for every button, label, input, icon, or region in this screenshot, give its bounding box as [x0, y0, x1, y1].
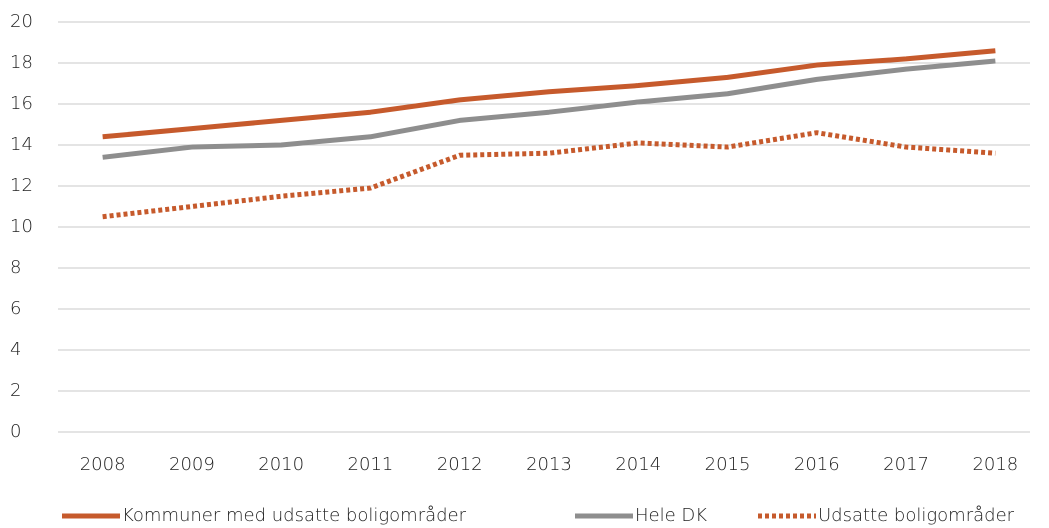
y-tick-label: 14: [10, 134, 33, 155]
series-line: [102, 48, 996, 140]
series-line: [102, 130, 996, 220]
x-tick-label: 2018: [972, 454, 1018, 475]
y-tick-label: 10: [10, 216, 33, 237]
series-line: [102, 58, 996, 160]
x-tick-label: 2016: [794, 454, 840, 475]
y-tick-label: 2: [10, 380, 21, 401]
x-tick-label: 2014: [615, 454, 661, 475]
x-tick-label: 2011: [348, 454, 394, 475]
y-tick-label: 8: [10, 257, 21, 278]
x-tick-label: 2015: [705, 454, 751, 475]
y-tick-label: 20: [10, 11, 33, 32]
legend-label: Udsatte boligområder: [818, 505, 1015, 526]
legend-label: Hele DK: [635, 505, 707, 526]
y-tick-label: 6: [10, 298, 21, 319]
y-tick-label: 12: [10, 175, 33, 196]
y-tick-label: 18: [10, 52, 33, 73]
x-tick-label: 2013: [526, 454, 572, 475]
x-tick-label: 2008: [80, 454, 126, 475]
y-tick-label: 0: [10, 421, 21, 442]
x-tick-label: 2010: [258, 454, 304, 475]
x-tick-label: 2017: [883, 454, 929, 475]
y-tick-label: 16: [10, 93, 33, 114]
y-tick-label: 4: [10, 339, 21, 360]
legend-label: Kommuner med udsatte boligområder: [122, 505, 467, 526]
x-tick-label: 2012: [437, 454, 483, 475]
x-tick-label: 2009: [169, 454, 215, 475]
